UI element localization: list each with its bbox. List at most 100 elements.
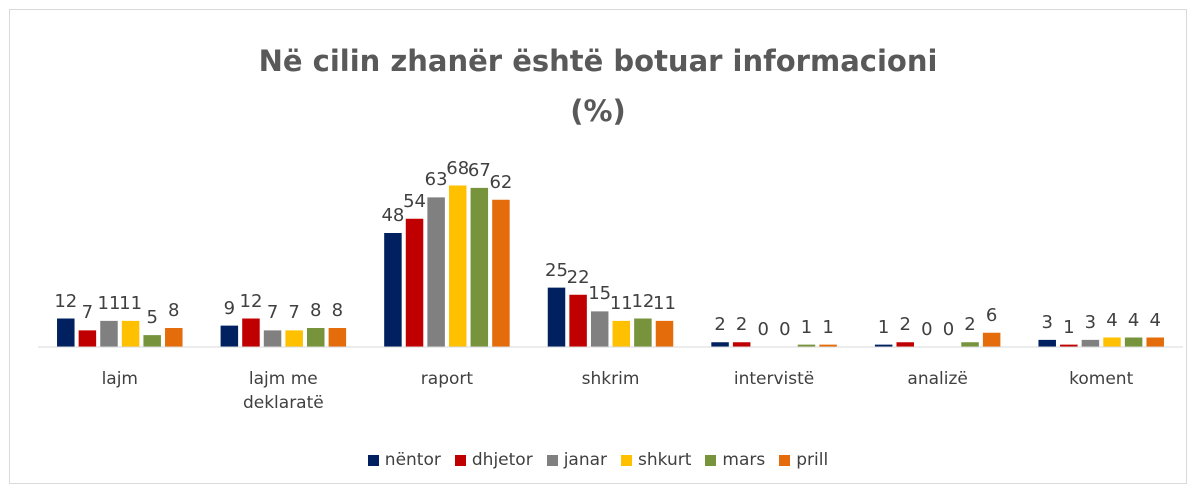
bar [1060, 344, 1078, 347]
legend-label: prill [796, 450, 829, 470]
bar [612, 320, 631, 347]
legend-label: janar [563, 450, 608, 470]
legend-item: dhjetor [454, 450, 533, 470]
value-label: 2 [964, 314, 976, 336]
value-label: 2 [714, 314, 726, 336]
value-label: 9 [223, 297, 236, 319]
legend-label: mars [722, 450, 766, 470]
bar [569, 294, 587, 347]
value-label: 8 [331, 300, 344, 321]
legend: nëntor dhjetor janar shkurt mars prill [0, 450, 1196, 470]
value-label: 5 [146, 307, 158, 329]
bar [220, 325, 239, 347]
bar [819, 344, 837, 347]
bar [547, 287, 566, 347]
value-label: 67 [467, 159, 491, 181]
bar [1081, 339, 1100, 347]
value-label: 3 [1084, 311, 1097, 333]
bar [655, 320, 674, 347]
x-tick-label: lajm [101, 369, 138, 389]
value-label: 0 [779, 319, 791, 340]
value-label: 25 [545, 259, 568, 281]
value-label: 11 [653, 292, 676, 314]
bar [143, 335, 161, 347]
bar [57, 318, 75, 347]
value-label: 12 [239, 290, 263, 312]
value-label: 0 [921, 319, 933, 340]
value-label: 63 [424, 169, 448, 191]
value-label: 6 [985, 304, 998, 326]
bar [285, 330, 303, 347]
value-label: 11 [119, 292, 143, 314]
value-label: 62 [489, 171, 513, 193]
bar [961, 342, 979, 347]
legend-item: janar [546, 450, 608, 470]
x-tick-label: raport [420, 369, 474, 389]
bar [328, 328, 347, 347]
value-label: 0 [942, 319, 955, 340]
bar [470, 187, 489, 347]
bar [307, 328, 325, 347]
bar [492, 199, 510, 347]
value-label: 68 [446, 157, 470, 179]
value-label: 8 [168, 300, 180, 321]
legend-label: dhjetor [471, 450, 533, 470]
bar [100, 320, 118, 347]
bar [427, 197, 445, 347]
x-tick-label: shkrim [581, 369, 640, 389]
value-label: 1 [877, 316, 890, 338]
legend-item: mars [705, 450, 765, 470]
value-label: 0 [757, 319, 769, 340]
bar [242, 318, 260, 347]
legend-item: nëntor [367, 450, 441, 470]
legend-swatch [621, 454, 633, 466]
x-tick-label: koment [1069, 369, 1134, 389]
bar [165, 328, 183, 347]
legend-swatch [367, 454, 379, 466]
bar [982, 332, 1001, 347]
value-label: 1 [1063, 316, 1075, 338]
value-label: 4 [1106, 309, 1118, 331]
bar [896, 342, 914, 347]
bar [732, 342, 751, 347]
chart-title: Në cilin zhanër është botuar informacion… [258, 44, 938, 128]
bar [405, 218, 424, 347]
value-label: 1 [800, 316, 813, 338]
legend-item: prill [779, 450, 828, 470]
value-label: 8 [310, 300, 322, 321]
bar [590, 311, 609, 347]
value-label: 12 [54, 290, 78, 312]
value-label: 22 [566, 266, 590, 288]
bar [263, 330, 282, 347]
chart-border [9, 9, 1187, 484]
bar [448, 185, 467, 347]
bar [711, 342, 729, 347]
legend-swatch [454, 454, 466, 466]
bar [1124, 337, 1143, 347]
bar [384, 233, 402, 347]
legend-swatch [705, 454, 717, 466]
value-label: 4 [1149, 309, 1161, 331]
value-label: 3 [1041, 311, 1053, 333]
bar [1038, 339, 1056, 347]
x-tick-label: lajm me deklaratë [242, 369, 324, 413]
value-label: 2 [735, 314, 748, 336]
value-label: 15 [588, 283, 612, 305]
x-tick-label: analizë [907, 369, 968, 389]
bar [78, 330, 97, 347]
bar [874, 344, 893, 347]
value-label: 7 [266, 302, 279, 324]
legend-label: shkurt [638, 450, 692, 470]
value-label: 48 [381, 205, 405, 226]
legend-item: shkurt [621, 450, 691, 470]
bar [121, 320, 140, 347]
value-label: 54 [403, 190, 426, 212]
bar [1103, 337, 1121, 347]
value-label: 2 [899, 314, 911, 336]
legend-swatch [779, 454, 791, 466]
bar [634, 318, 652, 347]
value-label: 12 [631, 290, 655, 312]
value-label: 11 [609, 292, 633, 314]
